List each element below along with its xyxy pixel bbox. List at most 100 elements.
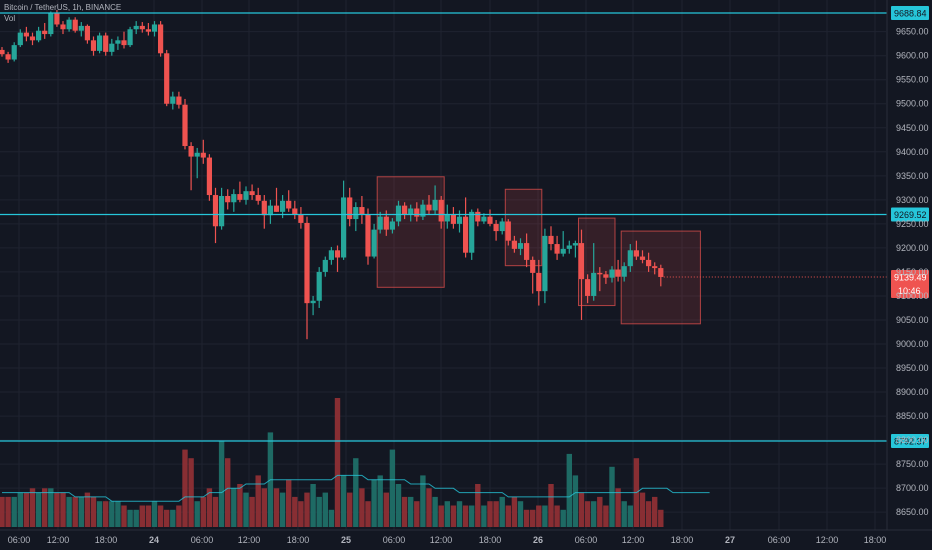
volume-bar bbox=[188, 458, 194, 527]
volume-bar bbox=[658, 509, 664, 527]
volume-bar bbox=[23, 492, 30, 527]
candle-body bbox=[176, 96, 182, 105]
candle-body bbox=[200, 152, 206, 158]
volume-bar bbox=[60, 492, 66, 527]
price-line-label-bg bbox=[891, 6, 929, 20]
volume-bar bbox=[5, 496, 11, 527]
candle-body bbox=[97, 35, 103, 51]
volume-bar bbox=[139, 505, 145, 527]
price-tick-label: 9100.00 bbox=[896, 291, 929, 301]
price-line-label-bg bbox=[891, 207, 929, 222]
candle-body bbox=[261, 200, 267, 216]
candle-body bbox=[66, 19, 72, 30]
time-tick-label: 27 bbox=[725, 535, 735, 545]
candle-body bbox=[475, 211, 481, 222]
time-tick-label: 25 bbox=[341, 535, 351, 545]
candle-body bbox=[456, 216, 463, 224]
last-price-label-bg bbox=[891, 269, 929, 298]
volume-bar bbox=[444, 501, 450, 527]
volume-bar bbox=[389, 449, 396, 527]
price-tick-label: 9150.00 bbox=[896, 267, 929, 277]
volume-bar bbox=[377, 475, 383, 527]
volume-bar bbox=[487, 501, 493, 527]
candle-body bbox=[652, 266, 658, 269]
price-tick-label: 8700.00 bbox=[896, 483, 929, 493]
candle-body bbox=[151, 24, 158, 32]
volume-bar bbox=[157, 505, 164, 527]
volume-bar bbox=[591, 501, 597, 527]
volume-ma-line bbox=[2, 474, 710, 502]
volume-bar bbox=[395, 484, 402, 527]
volume-bar bbox=[639, 492, 646, 527]
volume-bar bbox=[35, 492, 42, 527]
volume-bar bbox=[310, 484, 316, 527]
horizontal-lines[interactable]: 9688.84 9269.52 8792.37 9139.49 10:46 bbox=[0, 6, 929, 448]
time-tick-label: 18:00 bbox=[479, 535, 502, 545]
time-tick-label: 12:00 bbox=[430, 535, 453, 545]
candle-body bbox=[36, 30, 42, 41]
candle-body bbox=[566, 245, 572, 249]
time-tick-label: 06:00 bbox=[8, 535, 31, 545]
price-tick-label: 9350.00 bbox=[896, 171, 929, 181]
volume-bar bbox=[200, 496, 206, 527]
time-tick-label: 06:00 bbox=[768, 535, 791, 545]
last-price-countdown: 10:46 bbox=[898, 286, 921, 296]
candle-body bbox=[249, 191, 255, 196]
volume-bar bbox=[426, 488, 432, 527]
volume-bar bbox=[176, 505, 182, 527]
volume-bar bbox=[627, 505, 633, 527]
candle-body bbox=[206, 157, 212, 196]
candle-body bbox=[23, 32, 29, 37]
volume-bar bbox=[609, 466, 615, 527]
candle-body bbox=[188, 146, 194, 157]
time-tick-label: 18:00 bbox=[671, 535, 694, 545]
candle-body bbox=[572, 243, 578, 246]
candle-body bbox=[597, 272, 603, 275]
candle-body bbox=[578, 243, 585, 280]
price-tick-label: 9400.00 bbox=[896, 147, 929, 157]
volume-bar bbox=[151, 501, 158, 527]
candle-body bbox=[481, 216, 487, 222]
time-axis[interactable]: 06:00 12:00 18:00 24 06:00 12:00 18:00 25 06:00 1… bbox=[0, 529, 932, 545]
price-tick-label: 9300.00 bbox=[896, 195, 929, 205]
candles[interactable] bbox=[0, 10, 664, 340]
price-axis[interactable]: 9650.00 9600.00 9550.00 9500.00 9450.00 9400.… bbox=[886, 0, 929, 530]
candle-body bbox=[78, 25, 84, 31]
candle-body bbox=[469, 211, 475, 253]
candle-body bbox=[377, 216, 383, 230]
candle-body bbox=[243, 191, 249, 200]
candle-body bbox=[219, 196, 225, 227]
volume-bar bbox=[462, 505, 469, 527]
volume-bars bbox=[0, 398, 664, 527]
volume-bar bbox=[621, 501, 627, 527]
volume-bar bbox=[316, 496, 322, 527]
volume-bar bbox=[420, 475, 426, 527]
price-tick-label: 9550.00 bbox=[896, 75, 929, 85]
candle-body bbox=[127, 29, 133, 46]
volume-bar bbox=[54, 492, 60, 527]
volume-bar bbox=[170, 509, 176, 527]
candle-body bbox=[121, 40, 127, 46]
price-tick-label: 8650.00 bbox=[896, 507, 929, 517]
candle-body bbox=[194, 152, 200, 157]
time-tick-label: 06:00 bbox=[575, 535, 598, 545]
volume-bar bbox=[133, 509, 139, 527]
candle-body bbox=[280, 200, 286, 212]
candle-body bbox=[109, 43, 115, 52]
volume-bar bbox=[249, 496, 255, 527]
time-tick-label: 24 bbox=[149, 535, 159, 545]
price-tick-label: 8850.00 bbox=[896, 411, 929, 421]
volume-bar bbox=[401, 496, 408, 527]
highlight-box bbox=[578, 217, 616, 307]
volume-bar bbox=[511, 496, 518, 527]
volume-bar bbox=[182, 449, 188, 527]
candle-body bbox=[621, 266, 627, 277]
candle-body bbox=[212, 195, 219, 227]
volume-label: Vol bbox=[4, 14, 16, 23]
volume-bar bbox=[328, 509, 335, 527]
volume-bar bbox=[90, 496, 97, 527]
volume-bar bbox=[103, 501, 109, 527]
volume-bar bbox=[0, 496, 5, 527]
candle-body bbox=[548, 235, 554, 245]
